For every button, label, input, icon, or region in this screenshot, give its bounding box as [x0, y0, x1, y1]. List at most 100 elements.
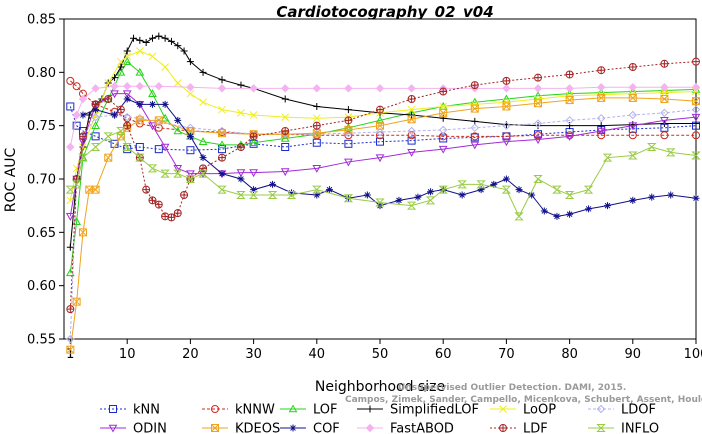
data-point: [313, 191, 321, 199]
data-point: [691, 151, 701, 160]
data-point: [407, 149, 416, 157]
data-point: [174, 116, 182, 124]
x-tick-label: 1: [66, 347, 74, 362]
data-point: [534, 131, 542, 140]
data-point: [72, 110, 81, 120]
data-point-cross: [439, 109, 448, 117]
data-point: [628, 83, 638, 92]
data-point-cross: [91, 185, 100, 194]
data-point: [647, 143, 657, 151]
watermark-line-1: Unsupervised Outlier Detection. DAMI, 20…: [398, 383, 626, 393]
data-point: [597, 131, 606, 140]
data-point-cross: [123, 122, 131, 130]
legend-label: FastABOD: [390, 422, 454, 434]
data-point: [660, 83, 669, 92]
data-point: [363, 191, 371, 199]
data-point: [135, 47, 144, 55]
data-point: [111, 111, 119, 119]
data-point: [174, 42, 182, 50]
data-point: [122, 90, 132, 99]
data-point: [376, 121, 384, 130]
data-point: [691, 113, 701, 122]
data-point: [116, 67, 126, 76]
legend-label: LDF: [523, 422, 548, 434]
data-point: [395, 196, 403, 204]
data-point: [236, 169, 246, 178]
series-line: [69, 60, 697, 273]
data-point: [502, 84, 511, 93]
legend-label: COF: [313, 422, 340, 434]
data-point-cross: [628, 94, 637, 102]
data-point: [91, 132, 100, 141]
data-point: [604, 202, 612, 210]
data-point: [406, 201, 417, 210]
x-tick-label: 90: [625, 347, 642, 362]
data-point: [692, 87, 700, 96]
data-point: [407, 126, 416, 136]
data-point: [173, 126, 183, 135]
data-point: [458, 191, 466, 199]
legend-item-knn: kNN: [100, 403, 160, 418]
data-point: [173, 165, 183, 173]
data-point-cross: [692, 58, 700, 66]
legend-item-ldof: LDOF: [588, 403, 656, 418]
data-point: [91, 112, 100, 122]
data-point: [78, 94, 88, 104]
legend-item-odin: ODIN: [100, 422, 167, 434]
data-point: [186, 146, 195, 155]
data-point: [136, 36, 144, 44]
data-point: [470, 132, 479, 141]
data-point: [439, 102, 448, 111]
data-point: [198, 169, 208, 178]
data-point: [123, 145, 132, 154]
series-ldf: [66, 57, 700, 314]
data-point: [534, 99, 542, 108]
data-point: [439, 134, 448, 143]
data-point: [457, 180, 467, 189]
data-point: [667, 191, 675, 199]
data-point: [596, 424, 606, 432]
data-point: [502, 175, 510, 183]
series-fastabod: [66, 81, 701, 152]
data-point: [425, 196, 436, 205]
series-layer: [65, 32, 701, 354]
chart-title: Cardiotocography_02_v04: [276, 3, 493, 21]
data-point-cross: [660, 95, 669, 103]
data-point-cross: [250, 132, 258, 140]
data-point: [366, 405, 374, 413]
data-point: [344, 131, 353, 140]
data-point: [148, 122, 157, 131]
data-point: [596, 83, 606, 92]
data-point: [502, 132, 511, 141]
data-point: [289, 424, 297, 432]
data-point: [533, 84, 543, 93]
data-point-cross: [565, 96, 574, 104]
y-tick-label: 0.80: [27, 66, 56, 81]
data-point: [502, 102, 511, 111]
data-point: [407, 115, 416, 124]
data-point-cross: [72, 297, 81, 306]
data-point: [154, 81, 164, 91]
data-point: [211, 405, 219, 413]
data-point: [269, 180, 277, 188]
data-point-cross: [180, 191, 188, 199]
data-point: [476, 180, 486, 189]
data-point: [71, 180, 82, 189]
data-point: [565, 84, 574, 93]
data-point: [130, 34, 138, 42]
data-point: [514, 212, 524, 221]
data-point: [108, 424, 118, 433]
data-point-cross: [471, 81, 479, 89]
data-point: [123, 52, 132, 61]
data-point-cross: [376, 121, 384, 130]
data-point-cross: [470, 104, 479, 113]
data-point: [438, 145, 448, 154]
data-point: [501, 185, 512, 194]
x-tick-label: 100: [684, 347, 702, 362]
data-point: [552, 185, 562, 194]
x-tick-label: 80: [561, 347, 578, 362]
x-tick-label: 60: [435, 347, 452, 362]
data-point: [217, 84, 227, 93]
data-point-cross: [502, 77, 510, 85]
